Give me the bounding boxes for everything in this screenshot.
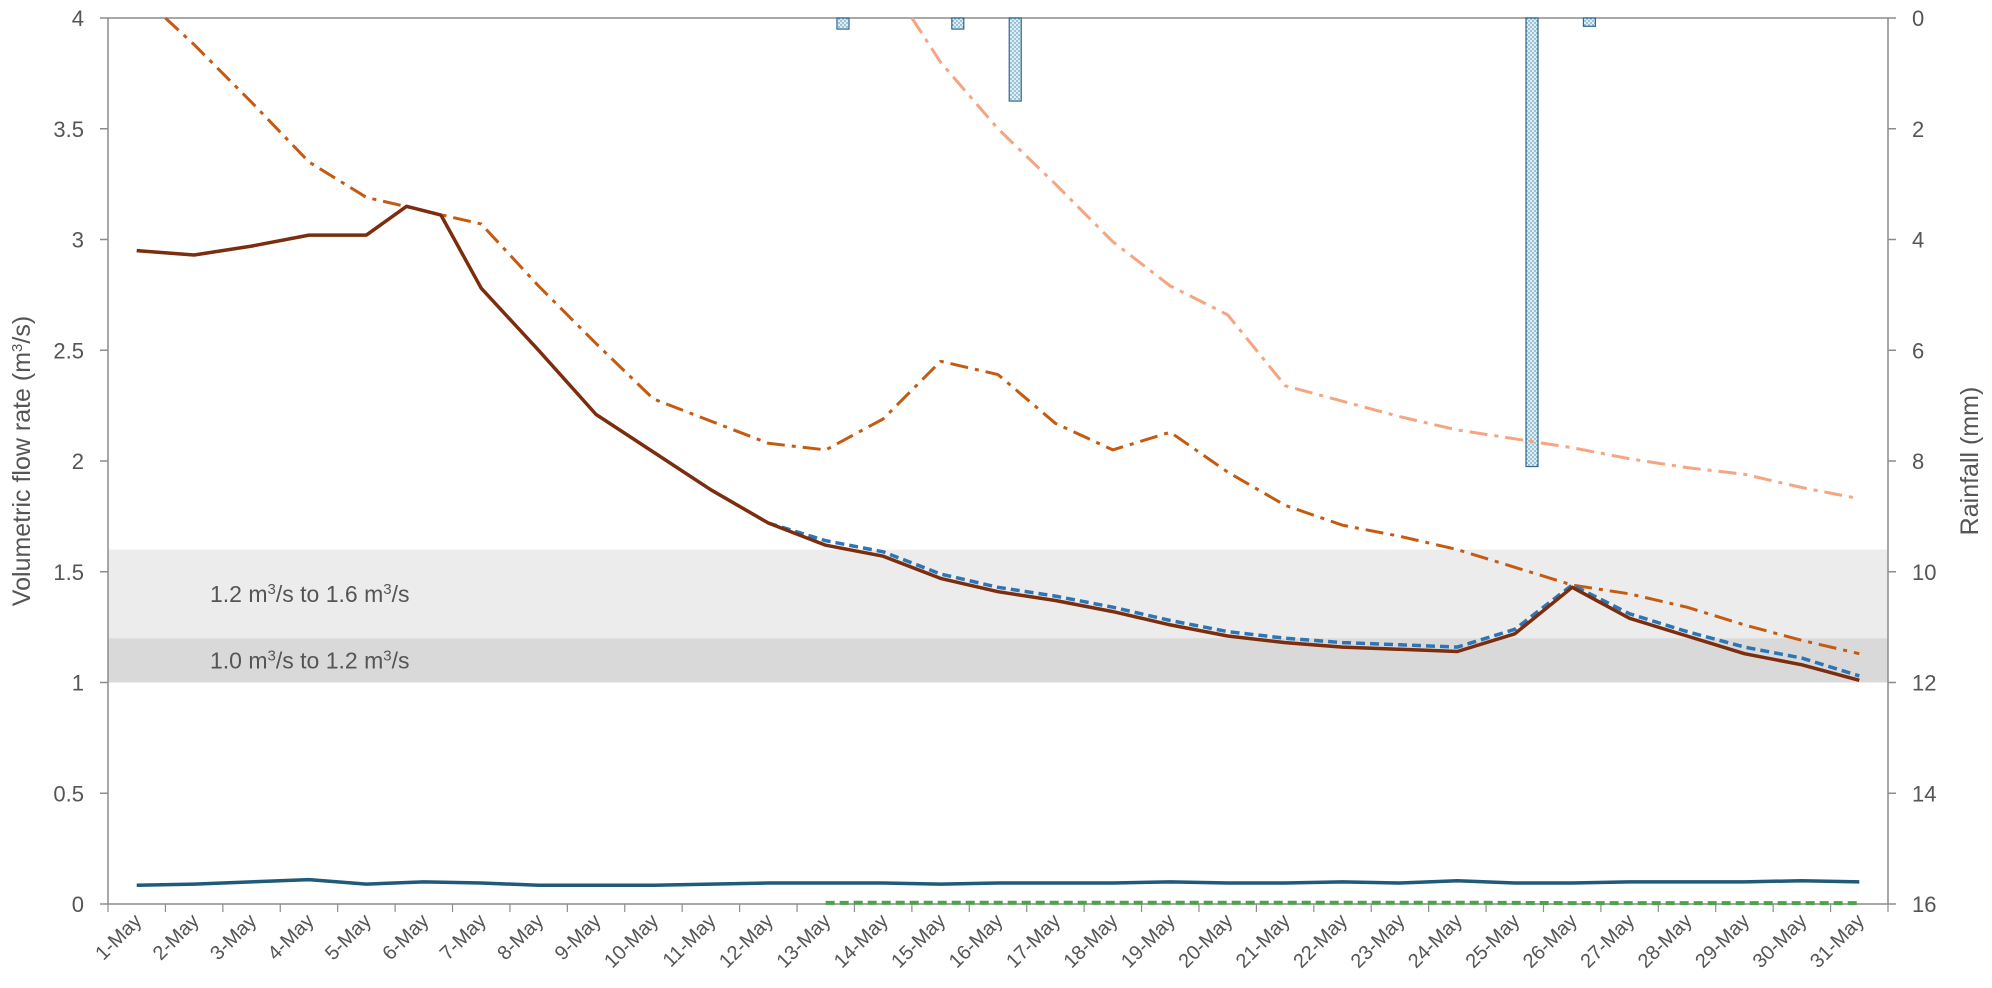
rainfall-bar bbox=[837, 18, 849, 29]
x-tick-label: 9-May bbox=[551, 910, 606, 965]
x-tick-label: 3-May bbox=[206, 910, 261, 965]
right-tick-label: 6 bbox=[1912, 338, 1924, 363]
x-tick-label: 10-May bbox=[600, 910, 663, 973]
rainfall-bar bbox=[1526, 18, 1538, 467]
x-tick-label: 27-May bbox=[1576, 910, 1639, 973]
x-tick-label: 22-May bbox=[1289, 910, 1352, 973]
x-tick-label: 4-May bbox=[264, 910, 319, 965]
right-tick-label: 4 bbox=[1912, 228, 1924, 253]
x-tick-label: 15-May bbox=[887, 910, 950, 973]
right-tick-label: 16 bbox=[1912, 892, 1936, 917]
x-tick-label: 16-May bbox=[945, 910, 1008, 973]
right-axis-title: Rainfall (mm) bbox=[1956, 387, 1984, 536]
rainfall-bar bbox=[1583, 18, 1595, 26]
x-tick-label: 6-May bbox=[378, 910, 433, 965]
x-tick-label: 7-May bbox=[436, 910, 491, 965]
x-tick-label: 17-May bbox=[1002, 910, 1065, 973]
x-tick-label: 8-May bbox=[493, 910, 548, 965]
x-tick-label: 21-May bbox=[1232, 910, 1295, 973]
x-tick-label: 13-May bbox=[773, 910, 836, 973]
left-axis-title: Volumetric flow rate (m3/s) bbox=[8, 316, 36, 606]
left-tick-label: 3.5 bbox=[53, 117, 84, 142]
left-tick-label: 3 bbox=[72, 228, 84, 253]
x-tick-label: 30-May bbox=[1749, 910, 1812, 973]
right-tick-label: 10 bbox=[1912, 560, 1936, 585]
left-tick-label: 4 bbox=[72, 6, 84, 31]
x-tick-label: 12-May bbox=[715, 910, 778, 973]
x-tick-label: 18-May bbox=[1060, 910, 1123, 973]
x-tick-label: 11-May bbox=[659, 910, 721, 972]
rainfall-bar bbox=[952, 18, 964, 29]
series-line-5 bbox=[137, 880, 1860, 886]
left-tick-label: 1.5 bbox=[53, 560, 84, 585]
right-tick-label: 2 bbox=[1912, 117, 1924, 142]
x-tick-label: 5-May bbox=[321, 910, 376, 965]
left-tick-label: 0 bbox=[72, 892, 84, 917]
x-tick-label: 28-May bbox=[1634, 910, 1697, 973]
rainfall-bar bbox=[1009, 18, 1021, 101]
series-line-4 bbox=[912, 18, 1859, 499]
left-tick-label: 0.5 bbox=[53, 781, 84, 806]
right-tick-label: 8 bbox=[1912, 449, 1924, 474]
left-tick-label: 2 bbox=[72, 449, 84, 474]
x-tick-label: 26-May bbox=[1519, 910, 1582, 973]
x-tick-label: 31-May bbox=[1806, 910, 1869, 973]
right-tick-label: 12 bbox=[1912, 671, 1936, 696]
x-tick-label: 24-May bbox=[1404, 910, 1467, 973]
x-tick-label: 1-May bbox=[91, 910, 146, 965]
band-label-2: 1.0 m3/s to 1.2 m3/s bbox=[210, 647, 409, 674]
x-tick-label: 29-May bbox=[1691, 910, 1754, 973]
x-tick-label: 20-May bbox=[1174, 910, 1237, 973]
right-tick-label: 14 bbox=[1912, 781, 1936, 806]
band-label-1: 1.2 m3/s to 1.6 m3/s bbox=[210, 580, 409, 607]
left-tick-label: 1 bbox=[72, 671, 84, 696]
right-tick-label: 0 bbox=[1912, 6, 1924, 31]
x-tick-label: 23-May bbox=[1347, 910, 1410, 973]
x-tick-label: 2-May bbox=[149, 910, 204, 965]
x-tick-label: 14-May bbox=[830, 910, 893, 973]
left-tick-label: 2.5 bbox=[53, 338, 84, 363]
x-tick-label: 19-May bbox=[1117, 910, 1180, 973]
x-tick-label: 25-May bbox=[1462, 910, 1525, 973]
